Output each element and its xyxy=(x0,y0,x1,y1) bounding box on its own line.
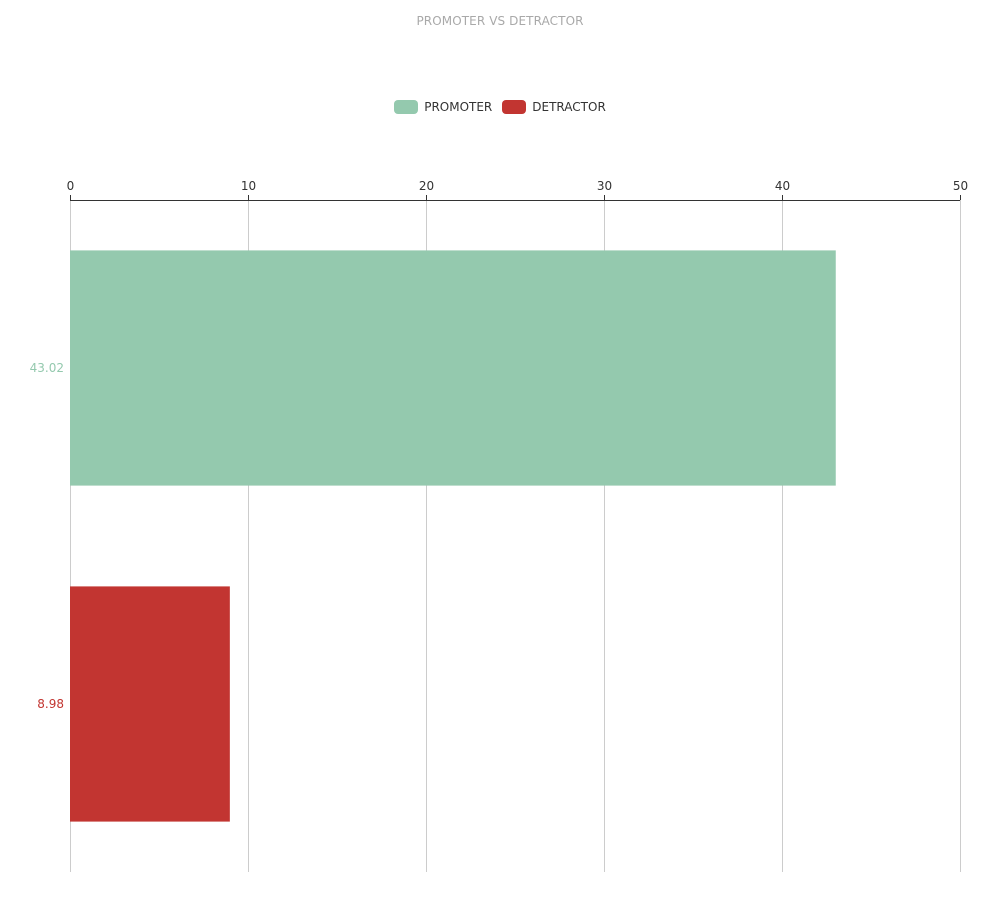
bar-value-label-detractor: 8.98 xyxy=(37,697,64,711)
legend-item-promoter[interactable]: PROMOTER xyxy=(394,100,492,114)
x-tick-label-0: 0 xyxy=(67,179,75,193)
x-tick-label-2: 20 xyxy=(419,179,434,193)
x-tick-label-5: 50 xyxy=(953,179,968,193)
legend-swatch-detractor xyxy=(502,100,527,114)
x-tick-label-4: 40 xyxy=(775,179,790,193)
bar-detractor[interactable] xyxy=(70,586,230,822)
legend: PROMOTER DETRACTOR xyxy=(0,100,1000,114)
chart-title: PROMOTER VS DETRACTOR xyxy=(416,14,584,28)
bar-promoter[interactable] xyxy=(70,250,836,486)
bar-value-label-promoter: 43.02 xyxy=(30,361,64,375)
legend-swatch-promoter xyxy=(394,100,419,114)
x-tick-label-1: 10 xyxy=(241,179,256,193)
x-tick-label-3: 30 xyxy=(597,179,612,193)
legend-label-promoter: PROMOTER xyxy=(424,100,493,114)
legend-label-detractor: DETRACTOR xyxy=(532,100,606,114)
legend-item-detractor[interactable]: DETRACTOR xyxy=(502,100,606,114)
